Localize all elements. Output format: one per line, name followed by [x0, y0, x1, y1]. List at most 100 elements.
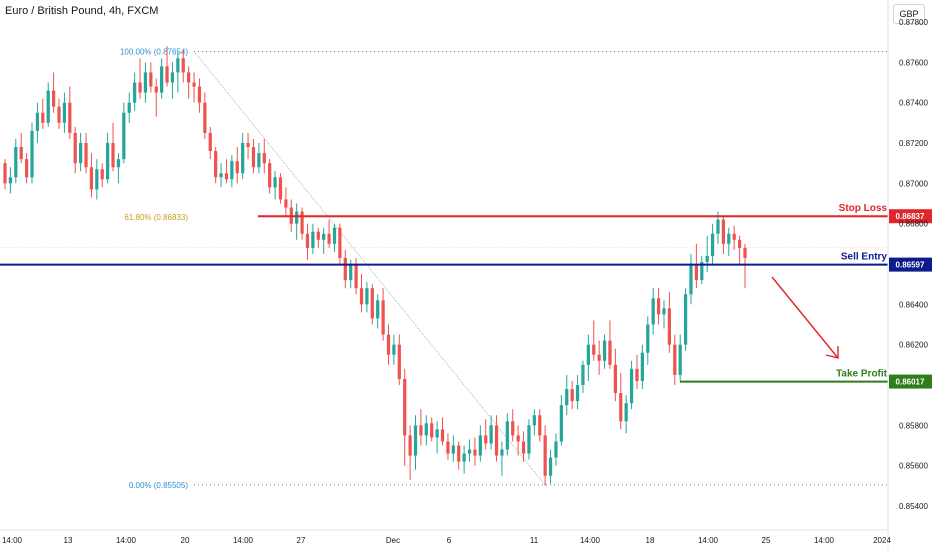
- candle-body: [559, 405, 563, 442]
- candle-body: [95, 169, 99, 190]
- x-tick-label: 14:00: [814, 536, 835, 545]
- level-name: Sell Entry: [841, 252, 888, 263]
- candle-body: [230, 161, 234, 180]
- y-tick-label: 0.85400: [899, 502, 928, 511]
- candle-body: [694, 264, 699, 281]
- candle-body: [268, 163, 272, 188]
- fib-level-label: 100.00% (0.87654): [120, 47, 188, 56]
- candle-body: [683, 294, 688, 345]
- candle-body: [192, 82, 196, 87]
- candle-body: [111, 143, 115, 168]
- candle-body: [89, 167, 94, 190]
- candle-body: [451, 445, 455, 454]
- projection-arrow-head: [825, 346, 839, 359]
- candle-body: [349, 264, 353, 281]
- candle-body: [629, 368, 634, 404]
- candle-body: [68, 102, 72, 133]
- candle-body: [138, 82, 142, 93]
- candle-body: [208, 132, 212, 152]
- candle-body: [435, 429, 439, 438]
- candle-body: [532, 415, 536, 426]
- candle-body: [214, 151, 218, 178]
- level-price-label: 0.86017: [896, 378, 925, 387]
- candle-body: [673, 344, 677, 375]
- level-price-label: 0.86837: [896, 212, 925, 221]
- candle-body: [467, 449, 472, 454]
- candle-body: [565, 389, 569, 406]
- candle-body: [548, 457, 553, 476]
- candle-body: [311, 231, 315, 248]
- x-tick-label: 20: [181, 536, 190, 545]
- candle-body: [678, 344, 682, 375]
- y-tick-label: 0.86800: [899, 220, 928, 229]
- x-tick-label: 18: [646, 536, 655, 545]
- candle-body: [478, 435, 482, 456]
- candle-body: [41, 112, 45, 123]
- candle-body: [257, 153, 261, 168]
- fibonacci-levels: 100.00% (0.87654) 61.80% (0.86833) 0.00% (…: [0, 47, 888, 490]
- candle-body: [170, 72, 175, 83]
- candle-body: [295, 211, 299, 224]
- level-price-label: 0.86597: [896, 261, 925, 270]
- candle-body: [581, 364, 585, 385]
- candle-body: [143, 72, 148, 93]
- candle-body: [133, 82, 137, 103]
- candle-body: [127, 102, 131, 113]
- candle-body: [376, 300, 380, 319]
- candle-body: [473, 449, 477, 456]
- candle-body: [521, 441, 526, 454]
- candle-body: [316, 231, 320, 240]
- candle-body: [327, 233, 331, 244]
- level-price-tag: [889, 257, 932, 272]
- candle-body: [640, 352, 644, 381]
- candle-body: [149, 72, 153, 87]
- candle-body: [511, 421, 515, 436]
- candle-body: [305, 233, 310, 248]
- candle-body: [602, 340, 607, 361]
- level-name: Take Profit: [836, 369, 888, 380]
- candle-body: [446, 441, 450, 454]
- candle-body: [251, 147, 256, 168]
- candle-body: [656, 298, 661, 315]
- candle-body: [203, 102, 207, 133]
- candle-body: [73, 132, 77, 164]
- candle-body: [500, 449, 504, 456]
- candle-body: [46, 90, 50, 123]
- candle-body: [392, 344, 396, 355]
- level-price-tag: [889, 374, 932, 389]
- candle-body: [597, 354, 601, 361]
- candle-body: [246, 143, 250, 148]
- candle-body: [24, 159, 29, 178]
- candle-body: [181, 58, 185, 73]
- y-tick-label: 0.86200: [899, 341, 928, 350]
- candle-body: [235, 161, 239, 174]
- candle-body: [543, 435, 547, 476]
- y-tick-label: 0.87000: [899, 179, 928, 188]
- currency-button[interactable]: GBP: [893, 4, 925, 24]
- x-tick-label: 14:00: [580, 536, 601, 545]
- candle-body: [14, 147, 18, 178]
- y-tick-label: 0.87400: [899, 99, 928, 108]
- candle-body: [370, 288, 374, 319]
- candle-body: [273, 177, 277, 188]
- candle-body: [122, 112, 126, 160]
- candle-body: [359, 288, 364, 305]
- time-axis: 14:00 13 14:00 20 14:00 27 Dec 6 11 14:00 18 14:00 2…: [0, 529, 891, 545]
- candle-body: [241, 143, 245, 174]
- level-name: Stop Loss: [839, 203, 888, 214]
- candle-body: [343, 257, 347, 281]
- candle-body: [538, 415, 542, 436]
- candle-body: [262, 153, 266, 164]
- candle-body: [710, 233, 715, 256]
- fib-trend-line: [193, 51, 546, 486]
- price-axis: 0.87800 0.87600 0.87400 0.87200 0.87000 0.868…: [887, 0, 928, 550]
- candle-body: [62, 102, 67, 123]
- candle-body: [457, 445, 461, 462]
- candles: [3, 46, 747, 486]
- fib-level-label: 61.80% (0.86833): [124, 213, 188, 222]
- candle-body: [154, 86, 158, 93]
- candle-body: [732, 233, 736, 240]
- candle-body: [575, 385, 580, 402]
- candle-body: [8, 177, 13, 184]
